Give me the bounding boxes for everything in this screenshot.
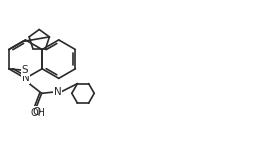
Text: O: O <box>32 107 40 117</box>
Text: N: N <box>54 87 61 97</box>
Text: OH: OH <box>30 108 45 118</box>
Text: N: N <box>22 73 29 83</box>
Text: S: S <box>22 65 28 75</box>
